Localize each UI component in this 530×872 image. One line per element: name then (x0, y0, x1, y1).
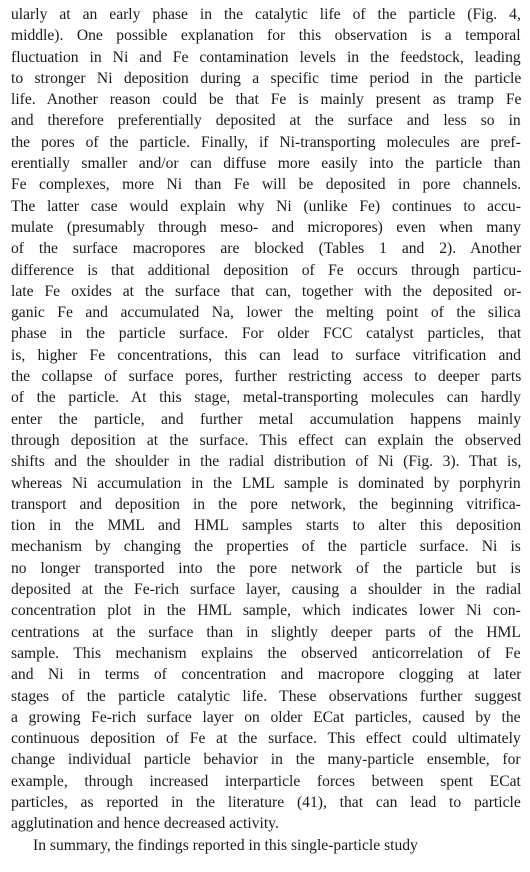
text-line: deposited at the Fe-rich surface layer, … (11, 581, 521, 599)
text-line: middle). One possible explanation for th… (11, 27, 521, 45)
text-line: ganic Fe and accumulated Na, lower the m… (11, 304, 521, 322)
text-line: The latter case would explain why Ni (un… (11, 197, 521, 215)
text-line: and therefore preferentially deposited a… (11, 112, 521, 130)
text-line: concentration plot in the HML sample, wh… (11, 602, 521, 620)
text-line: agglutination and hence decreased activi… (11, 815, 279, 833)
text-line: centrations at the surface than in sligh… (11, 623, 521, 641)
text-line: change individual particle behavior in t… (11, 751, 521, 769)
body-paragraph-cutoff: In summary, the findings reported in thi… (11, 835, 521, 856)
text-line: In summary, the findings reported in thi… (33, 836, 418, 854)
text-line: a growing Fe-rich surface layer on older… (11, 708, 521, 726)
text-line: no longer transported into the pore netw… (11, 559, 521, 577)
text-line: of the particle. At this stage, metal-tr… (11, 389, 521, 407)
text-line: the pores of the particle. Finally, if N… (11, 133, 521, 151)
text-line: through deposition at the surface. This … (11, 431, 521, 449)
text-line: mechanism by changing the properties of … (11, 538, 521, 556)
text-line: enter the particle, and further metal ac… (11, 410, 521, 428)
document-page: ularly at an early phase in the catalyti… (11, 4, 521, 872)
text-line: of the surface macropores are blocked (T… (11, 240, 521, 258)
text-line: shifts and the shoulder in the radial di… (11, 453, 521, 471)
text-line: erentially smaller and/or can diffuse mo… (11, 155, 521, 173)
text-line: ularly at an early phase in the catalyti… (11, 6, 521, 23)
text-line: stages of the particle catalytic life. T… (11, 687, 521, 705)
text-line: to stronger Ni deposition during a speci… (11, 69, 521, 87)
text-line: mulate (presumably through meso- and mic… (11, 218, 521, 236)
text-line: continuous deposition of Fe at the surfa… (11, 730, 521, 748)
text-line: the collapse of surface pores, further r… (11, 368, 521, 386)
text-line: tion in the MML and HML samples starts t… (11, 517, 521, 535)
text-line: phase in the particle surface. For older… (11, 325, 521, 343)
text-line: and Ni in terms of concentration and mac… (11, 666, 521, 684)
text-line: example, through increased interparticle… (11, 772, 521, 790)
text-line: transport and deposition in the pore net… (11, 495, 521, 513)
text-line: Fe complexes, more Ni than Fe will be de… (11, 176, 521, 194)
text-line: fluctuation in Ni and Fe contamination l… (11, 48, 521, 66)
text-line: late Fe oxides at the surface that can, … (11, 282, 521, 300)
text-line: sample. This mechanism explains the obse… (11, 644, 521, 662)
text-line: is, higher Fe concentrations, this can l… (11, 346, 521, 364)
body-paragraph: ularly at an early phase in the catalyti… (11, 4, 521, 835)
text-line: difference is that additional deposition… (11, 261, 521, 279)
text-line: particles, as reported in the literature… (11, 793, 521, 811)
text-line: life. Another reason could be that Fe is… (11, 91, 521, 109)
text-line: whereas Ni accumulation in the LML sampl… (11, 474, 521, 492)
